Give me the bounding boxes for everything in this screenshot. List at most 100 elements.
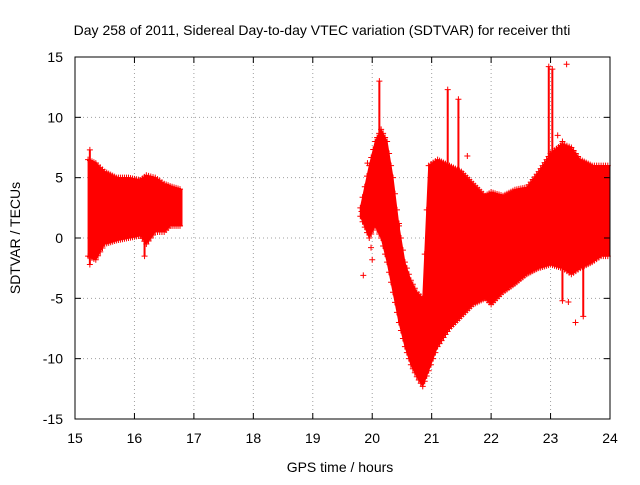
x-tick-label: 17 bbox=[186, 430, 202, 446]
data-point bbox=[442, 331, 449, 338]
data-point bbox=[395, 319, 402, 326]
data-point bbox=[366, 235, 373, 241]
data-point bbox=[570, 147, 577, 154]
data-point bbox=[372, 138, 379, 145]
data-point bbox=[150, 231, 157, 238]
data-point bbox=[444, 241, 451, 248]
x-tick-label: 15 bbox=[67, 430, 83, 446]
data-point bbox=[421, 378, 428, 385]
data-point bbox=[421, 251, 428, 258]
x-tick-label: 24 bbox=[602, 430, 618, 446]
data-point bbox=[535, 168, 542, 175]
data-point bbox=[390, 174, 397, 181]
y-tick-label: 0 bbox=[55, 230, 63, 246]
x-tick-label: 23 bbox=[543, 430, 559, 446]
data-point bbox=[360, 272, 367, 279]
data-point bbox=[423, 206, 430, 213]
data-point bbox=[417, 380, 424, 387]
data-point bbox=[382, 134, 389, 141]
data-point bbox=[364, 229, 371, 236]
data-point bbox=[464, 152, 471, 159]
data-point bbox=[405, 355, 412, 362]
data-point bbox=[401, 343, 408, 350]
data-point bbox=[379, 180, 386, 187]
data-point bbox=[145, 238, 152, 245]
y-axis-label: SDTVAR / TECUs bbox=[7, 182, 23, 294]
data-point bbox=[361, 183, 368, 190]
data-band bbox=[87, 158, 183, 261]
data-point bbox=[554, 132, 561, 139]
data-point bbox=[399, 247, 406, 254]
data-point bbox=[409, 365, 416, 372]
y-tick-label: -5 bbox=[51, 290, 64, 306]
data-point bbox=[409, 281, 416, 288]
y-tick-label: -15 bbox=[43, 411, 63, 427]
data-point bbox=[559, 297, 566, 304]
data-point bbox=[411, 369, 418, 376]
data-point bbox=[392, 190, 399, 197]
chart-title: Day 258 of 2011, Sidereal Day-to-day VTE… bbox=[74, 22, 571, 38]
x-tick-label: 21 bbox=[424, 430, 440, 446]
data-point bbox=[580, 313, 587, 320]
x-tick-label: 19 bbox=[305, 430, 321, 446]
data-point bbox=[419, 383, 426, 390]
data-point bbox=[378, 235, 385, 241]
data-point bbox=[359, 194, 366, 201]
data-point bbox=[440, 334, 447, 341]
data-point bbox=[386, 269, 393, 276]
data-point bbox=[444, 328, 451, 335]
data-point bbox=[415, 376, 422, 383]
data-point bbox=[434, 343, 441, 350]
data-point bbox=[559, 138, 566, 145]
data-point bbox=[386, 150, 393, 157]
data-point bbox=[549, 66, 556, 73]
data-point bbox=[384, 138, 391, 145]
data-point bbox=[358, 208, 365, 215]
data-point bbox=[368, 244, 375, 251]
data-point bbox=[423, 372, 430, 379]
data-point bbox=[407, 361, 414, 368]
data-point bbox=[384, 259, 391, 266]
data-point bbox=[86, 146, 93, 153]
data-point bbox=[380, 243, 387, 250]
x-tick-label: 20 bbox=[364, 430, 380, 446]
data-point bbox=[545, 63, 552, 70]
y-tick-label: -10 bbox=[43, 351, 63, 367]
data-point bbox=[392, 299, 399, 306]
y-tick-label: 5 bbox=[55, 170, 63, 186]
data-point bbox=[388, 279, 395, 286]
data-point bbox=[438, 337, 445, 344]
data-point bbox=[419, 295, 426, 302]
data-point bbox=[393, 206, 400, 213]
data-point bbox=[97, 248, 104, 255]
data-point bbox=[432, 349, 439, 356]
data-point bbox=[572, 150, 579, 157]
data-point bbox=[362, 216, 369, 223]
data-point bbox=[539, 162, 546, 169]
data-point bbox=[565, 298, 572, 305]
data-point bbox=[382, 251, 389, 258]
data-point bbox=[361, 224, 368, 231]
data-point bbox=[549, 259, 556, 266]
data-point bbox=[411, 285, 418, 292]
data-point bbox=[141, 253, 148, 260]
data-point bbox=[405, 271, 412, 278]
data-point bbox=[541, 159, 548, 166]
data-point bbox=[572, 319, 579, 326]
data-point bbox=[425, 367, 432, 374]
data-point bbox=[401, 259, 408, 266]
data-point bbox=[455, 198, 462, 205]
data-point bbox=[395, 220, 402, 227]
x-tick-label: 16 bbox=[127, 430, 143, 446]
data-point bbox=[390, 289, 397, 296]
data-point bbox=[427, 361, 434, 368]
data-point bbox=[364, 173, 371, 180]
data-point bbox=[376, 78, 383, 85]
data-point bbox=[364, 160, 371, 167]
data-point bbox=[399, 335, 406, 342]
data-point bbox=[86, 261, 93, 268]
data-point bbox=[545, 241, 552, 248]
data-band bbox=[359, 128, 611, 388]
